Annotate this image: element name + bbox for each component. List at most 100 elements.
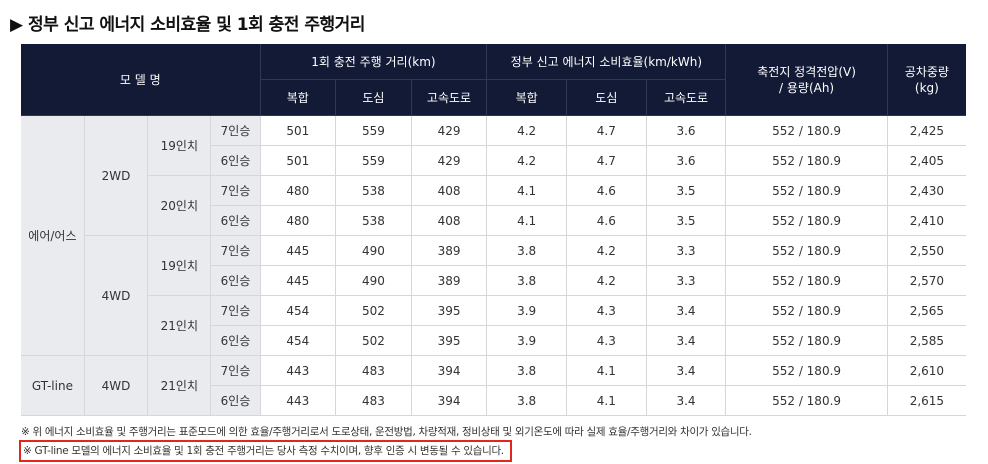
weight-value: 2,430 <box>886 175 966 206</box>
eff-highway: 3.5 <box>645 175 726 206</box>
eff-city: 4.7 <box>566 145 647 176</box>
weight-value: 2,425 <box>886 115 966 146</box>
header-model: 모 델 명 <box>21 44 261 116</box>
seats-label: 6인승 <box>210 385 261 416</box>
seats-label: 6인승 <box>210 145 261 176</box>
eff-combined: 4.1 <box>486 205 567 236</box>
wheel-label: 19인치 <box>147 235 211 296</box>
range-city: 483 <box>335 355 412 386</box>
range-city: 559 <box>335 145 412 176</box>
eff-city: 4.2 <box>566 265 647 296</box>
range-highway: 389 <box>410 235 487 266</box>
wheel-label: 21인치 <box>147 355 211 416</box>
drive-label: 2WD <box>83 115 148 236</box>
table-row: 21인치 7인승 454 502 395 3.9 4.3 3.4 552 / 1… <box>21 295 966 356</box>
eff-city: 4.6 <box>566 175 647 206</box>
range-highway: 408 <box>410 205 487 236</box>
range-city: 502 <box>335 325 412 356</box>
eff-combined: 3.8 <box>486 355 567 386</box>
range-combined: 501 <box>259 145 336 176</box>
eff-highway: 3.3 <box>645 235 726 266</box>
drive-label: 4WD <box>83 355 148 416</box>
eff-highway: 3.4 <box>645 385 726 416</box>
seats-label: 6인승 <box>210 205 261 236</box>
eff-combined: 3.8 <box>486 265 567 296</box>
eff-combined: 4.1 <box>486 175 567 206</box>
eff-highway: 3.4 <box>645 325 726 356</box>
range-city: 538 <box>335 175 412 206</box>
eff-highway: 3.4 <box>645 355 726 386</box>
range-city: 483 <box>335 385 412 416</box>
footnote-standard-mode: ※ 위 에너지 소비효율 및 주행거리는 표준모드에 의한 효율/주행거리로서 … <box>21 426 752 438</box>
eff-combined: 3.8 <box>486 235 567 266</box>
eff-city: 4.3 <box>566 325 647 356</box>
weight-value: 2,610 <box>886 355 966 386</box>
range-highway: 408 <box>410 175 487 206</box>
battery-value: 552 / 180.9 <box>725 355 888 386</box>
table-row: 4WD 19인치 7인승 445 490 389 3.8 4.2 3.3 552… <box>21 235 966 356</box>
eff-combined: 4.2 <box>486 115 567 146</box>
seats-label: 6인승 <box>210 325 261 356</box>
weight-value: 2,585 <box>886 325 966 356</box>
range-city: 538 <box>335 205 412 236</box>
range-highway: 394 <box>410 355 487 386</box>
battery-value: 552 / 180.9 <box>725 265 888 296</box>
header-eff-highway: 고속도로 <box>645 79 726 116</box>
range-combined: 480 <box>259 175 336 206</box>
eff-city: 4.3 <box>566 295 647 326</box>
header-efficiency-group: 정부 신고 에너지 소비효율(km/kWh) <box>486 44 726 80</box>
range-combined: 445 <box>259 235 336 266</box>
battery-value: 552 / 180.9 <box>725 115 888 146</box>
range-combined: 445 <box>259 265 336 296</box>
eff-city: 4.7 <box>566 115 647 146</box>
eff-combined: 3.8 <box>486 385 567 416</box>
range-city: 559 <box>335 115 412 146</box>
range-combined: 480 <box>259 205 336 236</box>
eff-city: 4.2 <box>566 235 647 266</box>
range-highway: 429 <box>410 145 487 176</box>
table-row: 6인승 445 490 389 3.8 4.2 3.3 552 / 180.9 … <box>21 265 966 296</box>
header-range-city: 도심 <box>335 79 412 116</box>
eff-combined: 3.9 <box>486 325 567 356</box>
table-row: GT-line 4WD 21인치 7인승 443 483 394 3.8 4.1… <box>21 355 966 416</box>
table-row: 6인승 454 502 395 3.9 4.3 3.4 552 / 180.9 … <box>21 325 966 356</box>
range-city: 502 <box>335 295 412 326</box>
table-row: 6인승 480 538 408 4.1 4.6 3.5 552 / 180.9 … <box>21 205 966 236</box>
range-combined: 454 <box>259 325 336 356</box>
seats-label: 7인승 <box>210 115 261 146</box>
range-combined: 443 <box>259 355 336 386</box>
eff-city: 4.1 <box>566 355 647 386</box>
eff-highway: 3.6 <box>645 115 726 146</box>
seats-label: 7인승 <box>210 295 261 326</box>
header-eff-city: 도심 <box>566 79 647 116</box>
battery-value: 552 / 180.9 <box>725 325 888 356</box>
range-highway: 389 <box>410 265 487 296</box>
range-combined: 501 <box>259 115 336 146</box>
range-city: 490 <box>335 235 412 266</box>
weight-value: 2,405 <box>886 145 966 176</box>
wheel-label: 19인치 <box>147 115 211 176</box>
battery-value: 552 / 180.9 <box>725 235 888 266</box>
header-range-highway: 고속도로 <box>410 79 487 116</box>
weight-value: 2,565 <box>886 295 966 326</box>
range-city: 490 <box>335 265 412 296</box>
weight-value: 2,615 <box>886 385 966 416</box>
drive-label: 4WD <box>83 235 148 356</box>
seats-label: 7인승 <box>210 355 261 386</box>
eff-city: 4.6 <box>566 205 647 236</box>
seats-label: 6인승 <box>210 265 261 296</box>
range-combined: 454 <box>259 295 336 326</box>
range-highway: 395 <box>410 325 487 356</box>
header-eff-combined: 복합 <box>486 79 567 116</box>
range-highway: 394 <box>410 385 487 416</box>
range-highway: 395 <box>410 295 487 326</box>
table-row: 에어/어스 2WD 19인치 7인승 501 559 429 4.2 4.7 3… <box>21 115 966 356</box>
page-title: ▶ 정부 신고 에너지 소비효율 및 1회 충전 주행거리 <box>10 15 365 35</box>
wheel-label: 20인치 <box>147 175 211 236</box>
group-label: 에어/어스 <box>21 115 85 356</box>
eff-highway: 3.4 <box>645 295 726 326</box>
header-weight: 공차중량 (kg) <box>886 44 966 116</box>
weight-value: 2,570 <box>886 265 966 296</box>
eff-highway: 3.5 <box>645 205 726 236</box>
battery-value: 552 / 180.9 <box>725 385 888 416</box>
